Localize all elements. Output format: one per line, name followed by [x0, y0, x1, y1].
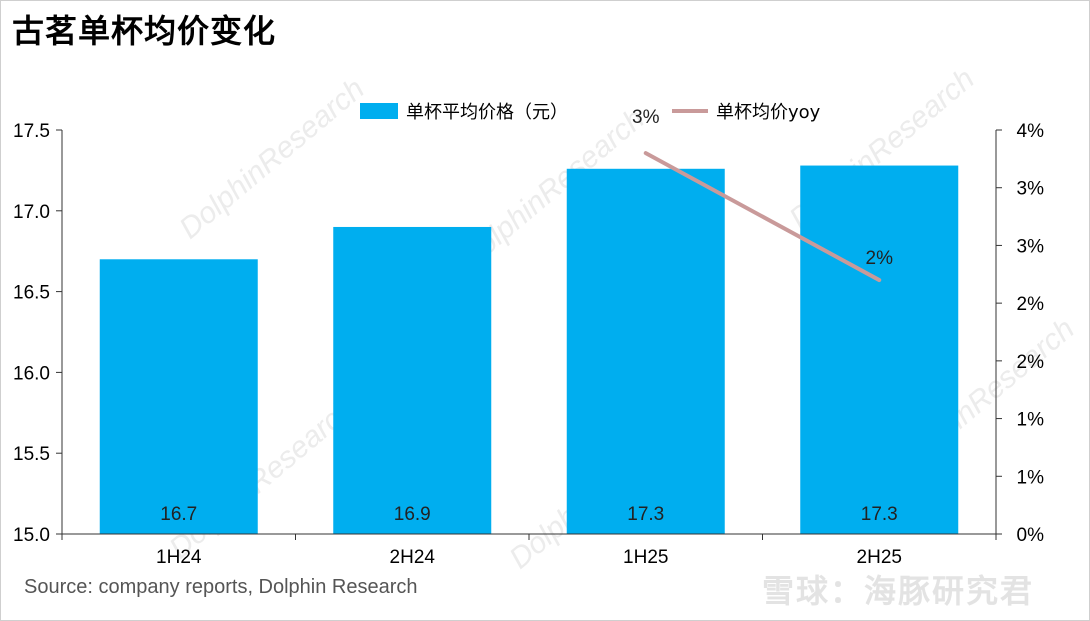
- right-tick-label: 3%: [1017, 179, 1045, 200]
- bar-data-label: 16.9: [394, 504, 431, 525]
- watermark-brand: 雪球：海豚研究君: [762, 572, 1035, 610]
- yoy-line: [643, 151, 882, 283]
- source-note: Source: company reports, Dolphin Researc…: [24, 576, 418, 598]
- bar-data-label: 17.3: [861, 504, 898, 525]
- right-tick-label: 1%: [1017, 467, 1045, 488]
- bar-series: 16.7 16.9 17.3 17.3: [99, 165, 959, 534]
- axes: 15.0 15.5 16.0 16.5 17.0 17.5 0% 1% 1% 2% 2% 3% 3% 4%…: [13, 121, 1044, 568]
- x-tick-label: 1H24: [156, 547, 202, 568]
- bar-1h25: [566, 168, 725, 534]
- bar-1h24: [99, 259, 258, 534]
- left-tick-label: 16.5: [13, 283, 50, 304]
- legend-bar-label: 单杯平均价格（元）: [406, 102, 568, 123]
- legend: 单杯平均价格（元） 单杯均价yoy: [360, 102, 821, 123]
- yoy-data-label: 3%: [632, 107, 660, 128]
- bar-data-label: 17.3: [627, 504, 664, 525]
- left-tick-label: 15.0: [13, 525, 50, 546]
- right-tick-label: 0%: [1017, 525, 1045, 546]
- x-tick-label: 1H25: [623, 547, 668, 568]
- left-tick-label: 15.5: [13, 444, 50, 465]
- bar-2h24: [333, 226, 492, 534]
- bar-data-label: 16.7: [160, 504, 197, 525]
- bar-2h25: [800, 165, 959, 534]
- right-tick-label: 2%: [1017, 294, 1045, 315]
- right-tick-label: 4%: [1017, 121, 1045, 142]
- page-title: 古茗单杯均价变化: [12, 12, 277, 50]
- legend-bar-swatch: [360, 103, 398, 119]
- right-tick-label: 1%: [1017, 410, 1045, 431]
- x-tick-label: 2H24: [390, 547, 436, 568]
- right-tick-label: 2%: [1017, 352, 1045, 373]
- left-tick-label: 16.0: [13, 363, 50, 384]
- yoy-data-label: 2%: [866, 248, 894, 269]
- left-tick-label: 17.0: [13, 202, 50, 223]
- legend-line-label: 单杯均价yoy: [716, 102, 821, 123]
- left-tick-label: 17.5: [13, 121, 50, 142]
- line-series: 3% 2%: [632, 107, 894, 283]
- watermark-text: DolphinResearch: [173, 72, 371, 245]
- right-tick-label: 3%: [1017, 236, 1045, 257]
- x-tick-label: 2H25: [857, 547, 902, 568]
